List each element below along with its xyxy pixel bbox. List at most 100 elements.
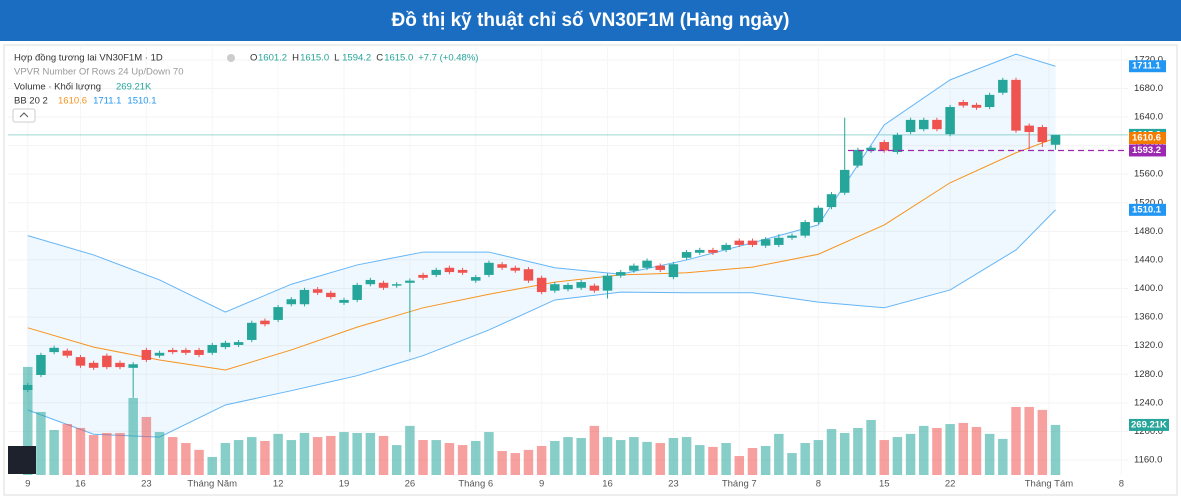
volume-bar <box>233 440 244 475</box>
volume-bar <box>378 435 389 475</box>
candle-body <box>892 134 903 153</box>
x-tick-label: Tháng Năm <box>187 479 237 490</box>
volume-bar <box>102 432 112 475</box>
band-fill <box>27 54 1056 438</box>
volume-bar <box>312 437 323 475</box>
x-tick-label: 23 <box>141 479 152 490</box>
axis-marker <box>1129 60 1166 73</box>
x-tick-label: 9 <box>25 479 30 490</box>
candle-body <box>708 249 718 253</box>
candle-body <box>62 350 73 356</box>
volume-bar <box>523 449 534 475</box>
volume-bar <box>497 451 507 475</box>
volume-bar <box>510 453 521 475</box>
candle-body <box>655 265 665 270</box>
candle-body <box>194 349 204 355</box>
y-tick-label: 1160.0 <box>1134 455 1162 466</box>
volume-bar <box>405 425 415 475</box>
y-tick-label: 1360.0 <box>1134 312 1163 323</box>
y-tick-label: 1680.0 <box>1134 83 1163 94</box>
volume-bar <box>629 437 639 475</box>
candle-body <box>853 149 863 166</box>
candle-body <box>747 240 758 245</box>
candle-body <box>589 285 600 291</box>
candle-body <box>418 274 428 278</box>
volume-bar <box>154 432 165 475</box>
candle-body <box>523 269 534 281</box>
volume-bar <box>813 440 824 475</box>
volume-marker-label: 269.21K <box>1131 419 1167 430</box>
axis-marker-label: 1510.1 <box>1132 204 1162 215</box>
candle-body <box>800 222 810 236</box>
x-tick-label: 12 <box>273 479 284 490</box>
volume-bar <box>866 419 876 475</box>
volume-bar <box>49 429 59 475</box>
candle-body <box>247 322 257 340</box>
y-tick-label: 1720.0 <box>1134 54 1163 65</box>
axis-marker <box>1129 203 1166 216</box>
candle-body <box>998 79 1008 93</box>
tv-logo <box>8 446 36 474</box>
candle-body <box>866 147 876 151</box>
x-tick-label: Tháng 6 <box>458 479 493 490</box>
candle-body <box>167 349 178 353</box>
x-tick-label: 9 <box>539 479 544 490</box>
legend-ohlc-value: 1594.2 <box>342 53 371 64</box>
x-tick-label: Tháng Tám <box>1025 479 1073 490</box>
candle-body <box>984 94 995 108</box>
volume-bar <box>919 425 929 475</box>
candle-body <box>1024 125 1034 133</box>
candle-body <box>181 349 191 353</box>
legend-ohlc-label: H <box>292 53 299 64</box>
volume-bar <box>23 366 33 475</box>
legend-bb: BB 20 2 <box>14 96 48 107</box>
legend-vpvr: VPVR Number Of Rows 24 Up/Down 70 <box>14 67 183 78</box>
y-tick-label: 1560.0 <box>1134 169 1163 180</box>
volume-bar <box>88 435 99 475</box>
volume-bar <box>774 433 784 475</box>
candle-body <box>945 107 955 135</box>
volume-bar <box>668 437 679 475</box>
legend-volume-value: 269.21K <box>116 82 152 93</box>
candle-body <box>75 357 86 366</box>
x-tick-label: Tháng 7 <box>722 479 757 490</box>
volume-bar <box>615 440 626 475</box>
legend-ohlc-value: 1615.0 <box>300 53 329 64</box>
volume-bar <box>800 443 810 475</box>
volume-bar <box>839 432 850 475</box>
volume-bar <box>220 443 231 475</box>
axis-marker-label: 1593.2 <box>1132 145 1161 156</box>
volume-bar <box>181 443 191 475</box>
volume-bar <box>550 440 560 475</box>
candle-body <box>88 362 99 368</box>
x-tick-label: 26 <box>405 479 416 490</box>
x-tick-label: 23 <box>668 479 679 490</box>
candle-body <box>431 269 441 275</box>
volume-bar <box>260 440 270 475</box>
x-tick-label: 16 <box>602 479 613 490</box>
candle-body <box>629 265 639 271</box>
collapse-button[interactable] <box>12 108 36 123</box>
candle-body <box>1037 127 1048 143</box>
volume-bar <box>760 445 771 475</box>
volume-bar <box>958 422 969 475</box>
candle-body <box>536 277 547 293</box>
candle-body <box>444 267 455 273</box>
legend-bb-value: 1510.1 <box>127 96 156 107</box>
candle-body <box>471 277 481 281</box>
y-tick-label: 1440.0 <box>1134 254 1163 265</box>
candle-body <box>299 289 310 305</box>
candle-body <box>971 104 982 108</box>
legend-volume: Volume · Khối lượng <box>14 82 101 93</box>
legend-ohlc-label: L <box>334 53 339 64</box>
volume-bar <box>391 445 402 475</box>
y-tick-label: 1200.0 <box>1134 426 1163 437</box>
volume-bar <box>602 437 613 475</box>
candle-body <box>457 269 468 273</box>
volume-bar <box>905 433 916 475</box>
candle-body <box>550 284 560 291</box>
axis-marker <box>1129 132 1166 145</box>
candle-body <box>378 282 389 288</box>
legend-ohlc-value: 1601.2 <box>258 53 287 64</box>
